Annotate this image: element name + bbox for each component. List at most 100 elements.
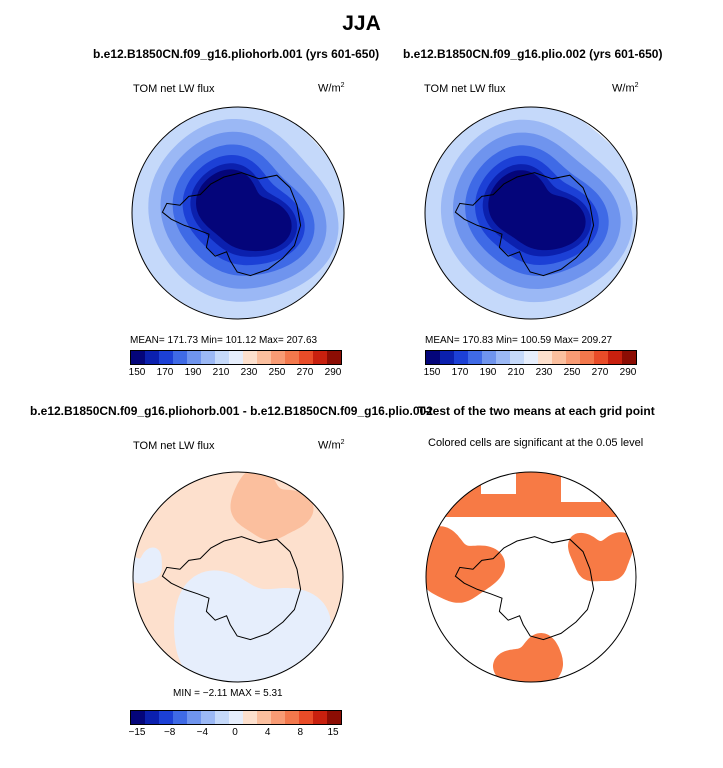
colorbar-swatch <box>594 351 608 364</box>
colorbar-swatch <box>313 711 327 724</box>
significant-cells <box>493 633 563 682</box>
significant-cells <box>426 526 505 603</box>
panel3-units: W/m2 <box>318 439 345 452</box>
coastline <box>454 536 595 641</box>
colorbar-swatch <box>468 351 482 364</box>
panel2-colorbar <box>425 350 637 365</box>
diff-field <box>133 472 343 682</box>
colorbar-swatch <box>580 351 594 364</box>
colorbar-tick-label: 170 <box>451 367 469 378</box>
contour-band <box>488 170 586 251</box>
diff-positive-region <box>230 472 314 541</box>
significance-field <box>426 472 636 682</box>
panel3-colorbar <box>130 710 342 725</box>
colorbar-swatch <box>159 711 173 724</box>
colorbar-swatch <box>131 351 145 364</box>
colorbar-tick-label: −15 <box>128 727 146 738</box>
colorbar-swatch <box>173 351 187 364</box>
colorbar-tick-label: 170 <box>156 367 174 378</box>
colorbar-tick-label: 270 <box>591 367 609 378</box>
map-border <box>132 471 344 683</box>
colorbar-swatch <box>510 351 524 364</box>
colorbar-swatch <box>145 711 159 724</box>
colorbar-swatch <box>299 351 313 364</box>
colorbar-swatch <box>215 351 229 364</box>
colorbar-swatch <box>229 711 243 724</box>
coastline <box>454 172 595 277</box>
colorbar-tick-label: 210 <box>507 367 525 378</box>
colorbar-swatch <box>285 711 299 724</box>
colorbar-tick-label: 190 <box>479 367 497 378</box>
panel4-subtitle: Colored cells are significant at the 0.0… <box>428 437 644 449</box>
colorbar-swatch <box>243 351 257 364</box>
panel2-units: W/m2 <box>612 82 639 95</box>
colorbar-swatch <box>496 351 510 364</box>
colorbar-swatch <box>285 351 299 364</box>
colorbar-swatch <box>608 351 622 364</box>
contour-band <box>196 169 292 252</box>
map-border <box>425 471 637 683</box>
colorbar-swatch <box>313 351 327 364</box>
colorbar-swatch <box>271 711 285 724</box>
panel1-title: b.e12.B1850CN.f09_g16.pliohorb.001 (yrs … <box>93 47 380 61</box>
panel1-colorbar <box>130 350 342 365</box>
colorbar-swatch <box>271 351 285 364</box>
colorbar-tick-label: 15 <box>327 727 339 738</box>
colorbar-swatch <box>201 711 215 724</box>
coastline <box>161 172 302 277</box>
coastline <box>161 536 302 641</box>
colorbar-tick-label: 190 <box>184 367 202 378</box>
significant-cells <box>426 472 636 517</box>
panel4-title: T-test of the two means at each grid poi… <box>418 404 655 418</box>
colorbar-swatch <box>440 351 454 364</box>
panel2-stats: MEAN= 170.83 Min= 100.59 Max= 209.27 <box>425 335 613 346</box>
panel1-stats: MEAN= 171.73 Min= 101.12 Max= 207.63 <box>130 335 318 346</box>
panel1-variable: TOM net LW flux <box>133 83 215 95</box>
colorbar-swatch <box>454 351 468 364</box>
colorbar-swatch <box>131 711 145 724</box>
colorbar-swatch <box>482 351 496 364</box>
colorbar-swatch <box>524 351 538 364</box>
colorbar-tick-label: 290 <box>324 367 342 378</box>
colorbar-tick-label: 230 <box>535 367 553 378</box>
colorbar-tick-label: −8 <box>163 727 176 738</box>
map-border <box>131 106 345 320</box>
sig-gap <box>481 472 516 494</box>
significant-cells <box>568 532 634 582</box>
colorbar-swatch <box>538 351 552 364</box>
colorbar-swatch <box>201 351 215 364</box>
colorbar-swatch <box>229 351 243 364</box>
figure-title: JJA <box>342 12 381 35</box>
colorbar-tick-label: 250 <box>268 367 286 378</box>
colorbar-tick-label: 230 <box>240 367 258 378</box>
panel3-title: b.e12.B1850CN.f09_g16.pliohorb.001 - b.e… <box>30 404 433 418</box>
colorbar-tick-label: 150 <box>423 367 441 378</box>
colorbar-tick-label: 210 <box>212 367 230 378</box>
colorbar-swatch <box>187 711 201 724</box>
colorbar-swatch <box>145 351 159 364</box>
panel1-units: W/m2 <box>318 82 345 95</box>
colorbar-tick-label: 0 <box>232 727 238 738</box>
colorbar-swatch <box>552 351 566 364</box>
colorbar-tick-label: 150 <box>128 367 146 378</box>
colorbar-tick-label: −4 <box>196 727 209 738</box>
colorbar-tick-label: 270 <box>296 367 314 378</box>
colorbar-swatch <box>566 351 580 364</box>
diff-negative-region <box>133 547 162 584</box>
colorbar-swatch <box>215 711 229 724</box>
colorbar-swatch <box>327 351 341 364</box>
map-border <box>424 106 638 320</box>
colorbar-swatch <box>327 711 341 724</box>
colorbar-swatch <box>159 351 173 364</box>
colorbar-tick-label: 290 <box>619 367 637 378</box>
panel3-stats: MIN = −2.11 MAX = 5.31 <box>173 688 283 699</box>
colorbar-swatch <box>426 351 440 364</box>
colorbar-swatch <box>299 711 313 724</box>
colorbar-swatch <box>243 711 257 724</box>
colorbar-swatch <box>187 351 201 364</box>
colorbar-tick-label: 4 <box>264 727 271 738</box>
